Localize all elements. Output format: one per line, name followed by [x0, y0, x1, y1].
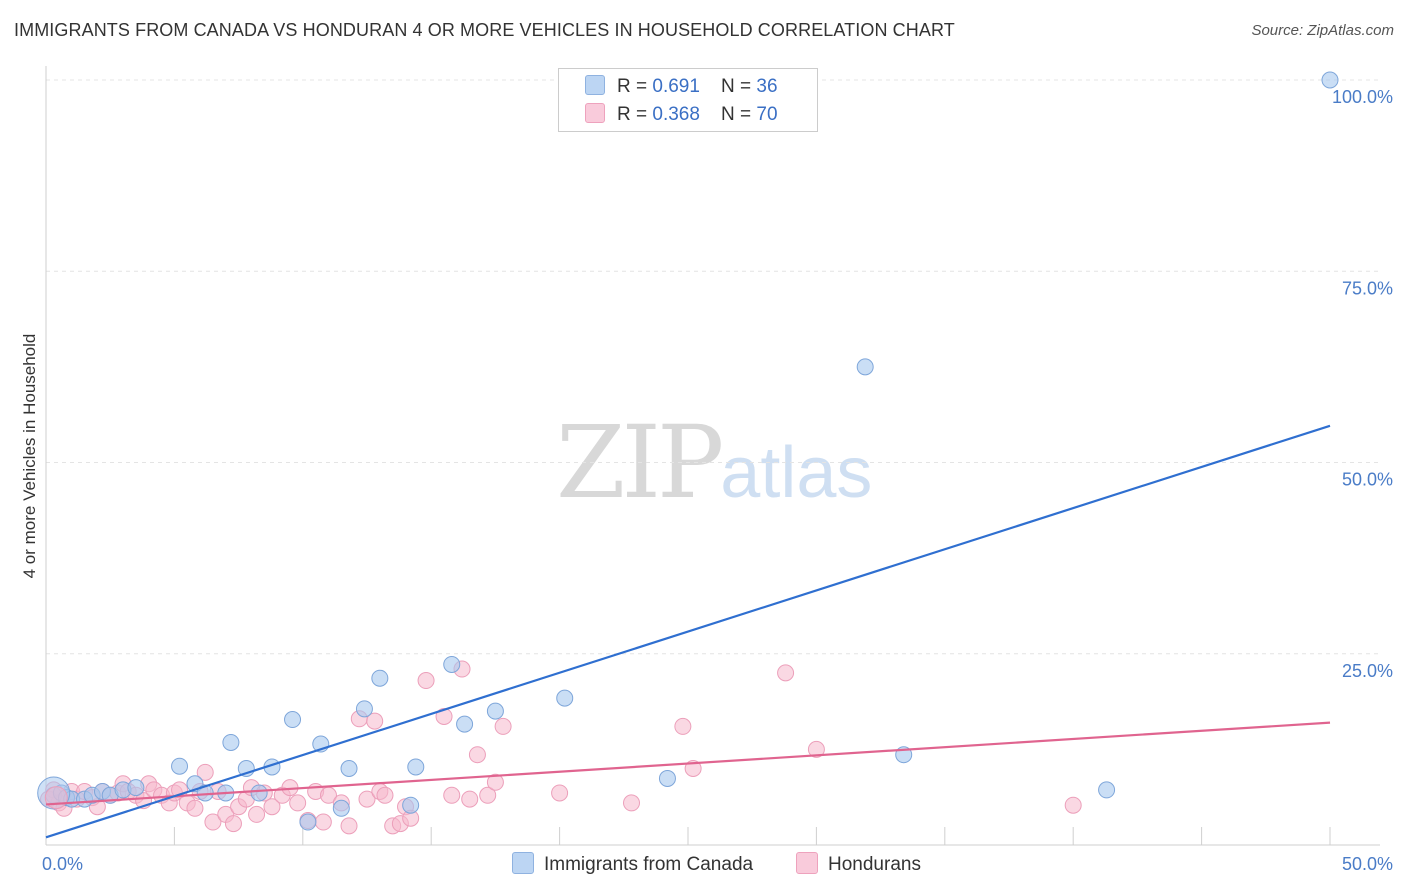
point-hondurans: [186, 799, 204, 817]
point-hondurans: [358, 790, 376, 808]
y-tick-label: 50.0%: [1342, 470, 1393, 490]
point-hondurans: [807, 740, 825, 758]
legend-n-value-canada: 36: [756, 76, 778, 97]
point-hondurans: [314, 813, 332, 831]
legend-row-hondurans: R = 0.368 N = 70: [585, 103, 778, 126]
legend-n-label: N =: [721, 76, 757, 97]
bottom-legend-swatch-canada: [512, 852, 534, 874]
bottom-legend-hondurans: Hondurans: [796, 852, 921, 876]
chart-source: Source: ZipAtlas.com: [1251, 22, 1394, 39]
point-canada: [556, 689, 574, 707]
point-hondurans: [417, 672, 435, 690]
point-hondurans: [551, 784, 569, 802]
x-tick-label: 50.0%: [1342, 854, 1393, 874]
point-hondurans: [196, 763, 214, 781]
legend-n-label: N =: [721, 104, 757, 125]
point-hondurans: [461, 790, 479, 808]
point-canada: [355, 700, 373, 718]
point-hondurans: [224, 815, 242, 833]
x-tick-label: 0.0%: [42, 854, 83, 874]
point-canada: [402, 796, 420, 814]
legend-row-canada: R = 0.691 N = 36: [585, 75, 778, 98]
bottom-legend-swatch-hondurans: [796, 852, 818, 874]
point-canada: [127, 779, 145, 797]
legend-n-value-hondurans: 70: [756, 104, 778, 125]
point-hondurans: [366, 712, 384, 730]
trendline-hondurans: [45, 721, 1331, 806]
legend-swatch-canada: [585, 75, 605, 95]
point-canada: [284, 711, 302, 729]
point-hondurans: [435, 707, 453, 725]
bottom-legend-canada: Immigrants from Canada: [512, 852, 753, 876]
point-hondurans: [443, 786, 461, 804]
y-tick-label: 100.0%: [1332, 87, 1393, 107]
point-hondurans: [1064, 796, 1082, 814]
point-hondurans: [623, 794, 641, 812]
point-hondurans: [248, 805, 266, 823]
y-tick-label: 25.0%: [1342, 661, 1393, 681]
point-canada: [332, 799, 350, 817]
point-hondurans: [289, 794, 307, 812]
point-canada: [340, 760, 358, 777]
point-canada: [299, 813, 317, 831]
point-hondurans: [777, 664, 795, 682]
bottom-legend-label-hondurans: Hondurans: [828, 854, 921, 875]
point-hondurans: [479, 786, 497, 804]
point-canada: [456, 715, 474, 733]
point-hondurans: [340, 817, 358, 835]
point-canada: [443, 655, 461, 673]
legend-r-value-hondurans: 0.368: [652, 104, 700, 125]
point-hondurans: [204, 813, 222, 831]
point-canada: [171, 757, 189, 775]
point-canada: [1098, 781, 1116, 799]
legend-r-value-canada: 0.691: [652, 76, 700, 97]
point-canada: [658, 769, 676, 787]
y-tick-label: 75.0%: [1342, 278, 1393, 298]
legend-swatch-hondurans: [585, 103, 605, 123]
point-hondurans: [376, 786, 394, 804]
point-hondurans: [263, 798, 281, 816]
legend-r-label: R =: [617, 104, 653, 125]
point-canada: [407, 758, 425, 776]
point-hondurans: [486, 773, 504, 791]
point-hondurans: [468, 746, 486, 764]
point-canada: [371, 669, 389, 687]
legend: R = 0.691 N = 36 R = 0.368 N = 70: [558, 68, 818, 132]
point-canada: [222, 733, 240, 751]
point-canada: [856, 358, 874, 376]
point-canada: [1321, 71, 1339, 89]
trendline-canada: [45, 424, 1331, 839]
legend-r-label: R =: [617, 76, 653, 97]
point-hondurans: [674, 717, 692, 735]
chart-title: IMMIGRANTS FROM CANADA VS HONDURAN 4 OR …: [14, 20, 955, 40]
point-canada: [486, 702, 504, 720]
point-hondurans: [494, 717, 512, 735]
bottom-legend-label-canada: Immigrants from Canada: [544, 854, 754, 875]
watermark-atlas: atlas: [720, 433, 873, 513]
point-canada: [250, 784, 268, 802]
